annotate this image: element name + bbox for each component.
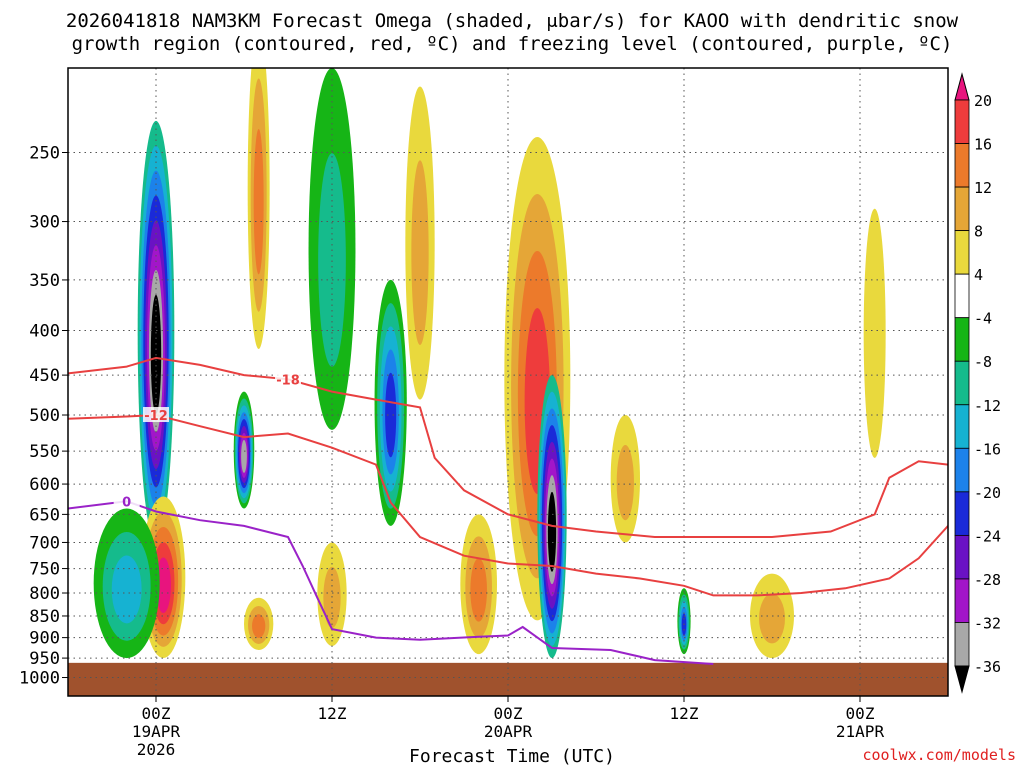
omega-blob-9-level-12 bbox=[253, 128, 264, 275]
grid-lines bbox=[68, 68, 948, 696]
omega-blob-2-level--12 bbox=[111, 555, 142, 624]
colorbar-label--16: -16 bbox=[974, 440, 1001, 458]
y-tick-label-1000: 1000 bbox=[19, 669, 60, 689]
omega-blob-15-level-4 bbox=[863, 208, 886, 458]
x-tick-label-0-1: 19APR bbox=[132, 722, 181, 741]
omega-blob-16-level-8 bbox=[616, 445, 634, 521]
x-tick-label-0-2: 2026 bbox=[137, 740, 176, 759]
colorbar-segment-8 bbox=[954, 404, 970, 449]
omega-blob-12-level-12 bbox=[252, 614, 266, 638]
watermark: coolwx.com/models bbox=[862, 746, 1016, 764]
colorbar-label--24: -24 bbox=[974, 527, 1001, 545]
colorbar-segment-12 bbox=[954, 578, 970, 623]
omega-blob-3-level--32 bbox=[241, 439, 247, 473]
omega-blob-14-level-8 bbox=[759, 593, 785, 644]
omega-blob-4-level--20 bbox=[385, 372, 397, 458]
temperature-contours: -18 -12 0 bbox=[68, 356, 948, 665]
isotherm-label--12: -12 bbox=[144, 409, 168, 424]
x-tick-label-0-0: 00Z bbox=[142, 704, 171, 723]
y-tick-label-400: 400 bbox=[29, 322, 60, 342]
colorbar-segment-7 bbox=[954, 360, 970, 406]
y-tick-label-900: 900 bbox=[29, 629, 60, 649]
colorbar-label-12: 12 bbox=[974, 179, 992, 197]
y-tick-label-850: 850 bbox=[29, 607, 60, 627]
y-tick-label-500: 500 bbox=[29, 406, 60, 426]
colorbar-segment-5 bbox=[954, 273, 970, 319]
chart-title-line2: growth region (contoured, red, ºC) and f… bbox=[71, 33, 953, 55]
y-tick-label-300: 300 bbox=[29, 213, 60, 233]
chart-title-line1: 2026041818 NAM3KM Forecast Omega (shaded… bbox=[65, 10, 959, 32]
colorbar-segment-9 bbox=[954, 447, 970, 493]
omega-blob-10-level-8 bbox=[411, 160, 429, 346]
y-tick-label-350: 350 bbox=[29, 271, 60, 291]
colorbar-label-4: 4 bbox=[974, 266, 983, 284]
colorbar-label--32: -32 bbox=[974, 614, 1001, 632]
x-axis-label: Forecast Time (UTC) bbox=[409, 746, 615, 767]
colorbar-label--28: -28 bbox=[974, 571, 1001, 589]
y-tick-label-650: 650 bbox=[29, 505, 60, 525]
y-tick-label-250: 250 bbox=[29, 144, 60, 164]
x-tick-label-12-0: 12Z bbox=[318, 704, 347, 723]
y-tick-label-700: 700 bbox=[29, 533, 60, 553]
x-tick-label-36-0: 12Z bbox=[670, 704, 699, 723]
x-tick-label-48-1: 21APR bbox=[836, 722, 885, 741]
colorbar-segment-13 bbox=[954, 622, 970, 667]
colorbar-label-8: 8 bbox=[974, 223, 983, 241]
colorbar-segment-2 bbox=[954, 143, 970, 188]
colorbar-bottom-arrow bbox=[954, 665, 970, 694]
omega-blob-1-level-20 bbox=[155, 557, 171, 614]
y-tick-label-600: 600 bbox=[29, 475, 60, 495]
y-tick-label-550: 550 bbox=[29, 442, 60, 462]
colorbar-segment-4 bbox=[954, 230, 970, 275]
isotherm-label--18: -18 bbox=[276, 373, 300, 388]
y-tick-label-800: 800 bbox=[29, 584, 60, 604]
isotherm-0 bbox=[68, 500, 714, 665]
colorbar-label-20: 20 bbox=[974, 92, 992, 110]
omega-blob-5-level--8 bbox=[318, 153, 346, 367]
omega-blob-11-level-12 bbox=[470, 558, 487, 622]
y-tick-label-450: 450 bbox=[29, 366, 60, 386]
colorbar-label--4: -4 bbox=[974, 310, 992, 328]
omega-blob-7-level--36 bbox=[547, 491, 557, 572]
y-tick-label-750: 750 bbox=[29, 560, 60, 580]
colorbar-segment-11 bbox=[954, 534, 970, 580]
colorbar: 20 16 12 8 4 -4 -8 -12 -16 -20 -24 -28 -32 -36 bbox=[954, 72, 1001, 694]
colorbar-label--36: -36 bbox=[974, 658, 1001, 676]
colorbar-segment-10 bbox=[954, 491, 970, 536]
colorbar-label-16: 16 bbox=[974, 136, 992, 154]
x-tick-label-24-0: 00Z bbox=[494, 704, 523, 723]
isotherm--12 bbox=[68, 413, 948, 597]
colorbar-segment-6 bbox=[954, 317, 970, 362]
y-axis-ticks: 2503003504004505005506006507007508008509… bbox=[19, 144, 68, 689]
colorbar-label--8: -8 bbox=[974, 353, 992, 371]
colorbar-top-arrow bbox=[954, 72, 970, 101]
colorbar-label--20: -20 bbox=[974, 484, 1001, 502]
colorbar-segment-1 bbox=[954, 99, 970, 144]
x-tick-label-24-1: 20APR bbox=[484, 722, 533, 741]
colorbar-segment-3 bbox=[954, 186, 970, 232]
x-tick-label-48-0: 00Z bbox=[846, 704, 875, 723]
isotherm-label-0: 0 bbox=[122, 495, 131, 510]
omega-shading bbox=[93, 68, 886, 659]
isotherm--18 bbox=[68, 356, 948, 538]
colorbar-label--12: -12 bbox=[974, 397, 1001, 415]
y-tick-label-950: 950 bbox=[29, 649, 60, 669]
